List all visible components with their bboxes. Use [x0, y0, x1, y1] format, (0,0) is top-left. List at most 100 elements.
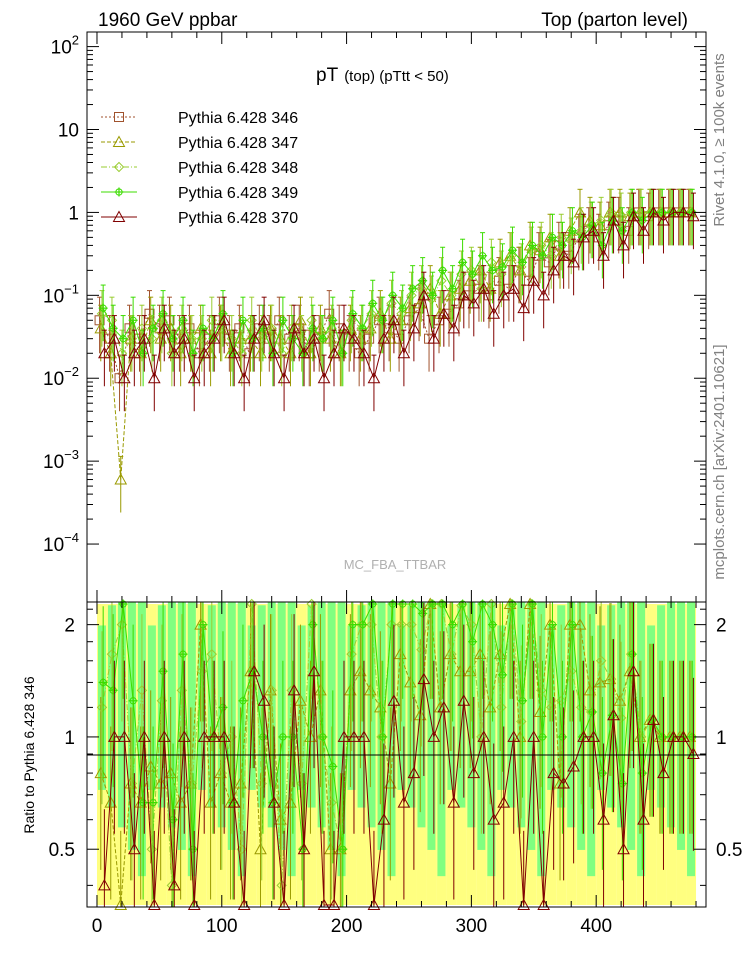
ratio-line-s370: [103, 671, 694, 906]
header-right: Top (parton level): [541, 10, 688, 31]
legend-label-s346: Pythia 6.428 346: [178, 110, 298, 127]
main-point-s370: [177, 332, 191, 344]
main-point-s348: [635, 207, 647, 218]
main-point-s370: [467, 296, 481, 309]
main-point-s370: [657, 213, 670, 226]
ytick-base: 10: [43, 369, 64, 390]
main-point-s349-ring: [379, 316, 387, 324]
ratio-point-s348: [595, 655, 607, 666]
main-point-s370: [287, 321, 301, 334]
ratio-point-s370: [637, 813, 650, 825]
rivet-label: Rivet 4.1.0, ≥ 100k events: [711, 53, 728, 226]
main-point-s370: [237, 371, 251, 384]
main-point-s346: [184, 323, 195, 334]
main-ytick-label: 10−4: [43, 530, 79, 556]
main-point-s370: [647, 205, 660, 218]
main-point-s370: [217, 313, 231, 326]
x-tick-label: 300: [456, 916, 488, 937]
main-point-s349-ring: [628, 208, 636, 217]
main-point-s370: [517, 301, 531, 314]
main-point-s348: [116, 348, 128, 359]
ytick-base: 1: [68, 203, 79, 224]
main-point-s349-ring: [319, 335, 327, 343]
ratio-point-s348: [216, 767, 227, 779]
main-point-s349-ring: [369, 299, 377, 308]
main-point-s349-ring: [518, 258, 527, 266]
main-point-s349-ring: [159, 310, 167, 318]
main-point-s348: [306, 315, 317, 326]
mcplots-label: mcplots.cern.ch [arXiv:2401.10621]: [711, 344, 728, 579]
main-point-s348: [236, 348, 247, 359]
main-point-s370: [297, 346, 311, 359]
ratio-point-s348: [416, 644, 427, 655]
main-point-s348: [216, 323, 227, 334]
ratio-point-s347: [254, 842, 267, 855]
ratio-band-green: [387, 602, 396, 877]
main-point-s347: [573, 205, 587, 218]
main-point-s370: [167, 346, 181, 359]
x-tick-label: 100: [206, 916, 238, 937]
main-point-s348: [296, 333, 307, 344]
legend-label-s347: Pythia 6.428 347: [178, 135, 298, 152]
ratio-point-s370: [487, 813, 501, 825]
x-tick-label: 400: [580, 916, 612, 937]
legend-marker-s349-ring: [115, 188, 123, 196]
ratio-point-s348: [316, 731, 327, 743]
main-ytick-label: 102: [51, 33, 79, 59]
legend-marker-s349: [114, 187, 124, 197]
main-point-s348: [136, 323, 148, 334]
ratio-point-s347: [573, 618, 587, 630]
ratio-point-s348: [625, 648, 637, 660]
ratio-point-s348: [496, 702, 507, 713]
ratio-point-s370: [167, 878, 181, 891]
main-point-s349-ring: [428, 291, 437, 299]
main-point-s349-ring: [169, 335, 177, 343]
main-line-s347: [100, 211, 690, 480]
main-point-s370: [267, 346, 281, 359]
ratio-point-s348: [685, 731, 697, 743]
main-point-s349-ring: [179, 316, 187, 324]
ratio-point-s348: [336, 844, 347, 855]
main-point-s370: [497, 288, 511, 301]
header-left: 1960 GeV ppbar: [98, 10, 238, 31]
ratio-band-green: [437, 602, 446, 877]
ytick-exponent: −1: [64, 281, 79, 296]
ratio-point-s348: [406, 619, 417, 630]
ratio-point-s348: [196, 666, 208, 677]
main-point-s349-ring: [329, 316, 337, 324]
main-point-s349-ring: [488, 266, 497, 275]
main-point-s370: [687, 209, 700, 222]
main-ytick-label: 10: [58, 121, 79, 142]
main-point-s349-ring: [129, 316, 137, 324]
main-point-s348: [146, 333, 158, 344]
main-point-s348: [655, 207, 667, 218]
legend-marker-s370: [112, 210, 126, 222]
legend-label-s370: Pythia 6.428 370: [178, 210, 298, 227]
main-point-s370: [397, 346, 411, 359]
main-point-s370: [357, 346, 371, 359]
ratio-point-s348: [655, 731, 667, 743]
ratio-point-s370: [597, 813, 610, 825]
ratio-point-s349-ring: [588, 708, 597, 716]
main-point-s370: [227, 346, 241, 359]
ratio-band-green: [337, 602, 346, 877]
main-point-s348: [316, 333, 327, 344]
ratio-point-s370: [657, 766, 670, 779]
plot-title-main: pT: [316, 65, 339, 86]
main-point-s370: [457, 288, 471, 301]
ratio-point-s370: [98, 878, 111, 891]
ratio-point-s370: [127, 842, 141, 855]
main-point-s348: [376, 315, 387, 326]
main-point-s370: [207, 332, 221, 344]
main-point-s348: [546, 250, 557, 261]
ratio-point-s370: [687, 747, 700, 759]
main-point-s346: [124, 323, 135, 334]
ratio-point-s370: [277, 898, 291, 910]
ratio-point-s348: [605, 673, 617, 685]
main-point-s370: [627, 209, 640, 222]
ytick-base: 10: [58, 121, 79, 142]
ratio-point-s347: [114, 898, 128, 910]
main-point-s349-ring: [409, 285, 417, 293]
ratio-band-green: [527, 602, 536, 850]
